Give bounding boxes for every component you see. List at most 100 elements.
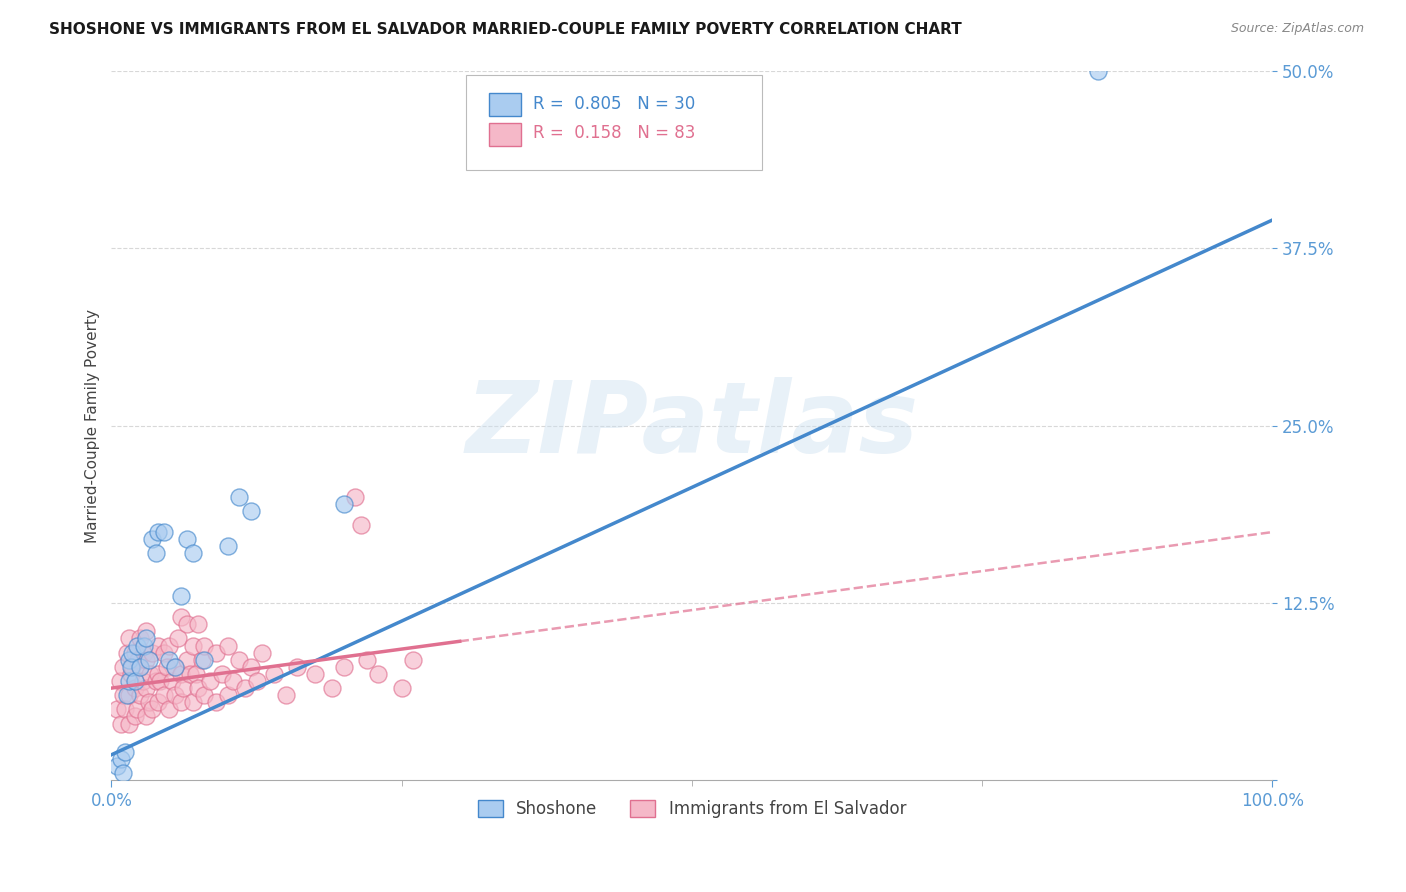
Point [118, 688, 141, 702]
Point [332, 660, 354, 674]
Point [125, 639, 148, 653]
Point [159, 653, 181, 667]
Point [120, 667, 142, 681]
Point [205, 695, 228, 709]
Point [285, 660, 308, 674]
Point [118, 632, 141, 646]
Point [105, 759, 128, 773]
Point [129, 660, 152, 674]
Point [135, 632, 157, 646]
Text: R =  0.158   N = 83: R = 0.158 N = 83 [533, 125, 695, 143]
Point [152, 688, 174, 702]
Point [181, 639, 204, 653]
Point [114, 702, 136, 716]
Point [118, 716, 141, 731]
Point [245, 673, 267, 688]
Point [129, 632, 152, 646]
Point [129, 660, 152, 674]
Point [115, 646, 138, 660]
Point [165, 660, 187, 674]
Point [132, 646, 155, 660]
Text: R =  0.805   N = 30: R = 0.805 N = 30 [533, 95, 695, 113]
Point [141, 532, 163, 546]
Point [198, 673, 221, 688]
FancyBboxPatch shape [489, 93, 522, 116]
Point [205, 646, 228, 660]
Point [193, 688, 215, 702]
Point [228, 490, 250, 504]
Point [187, 617, 209, 632]
Point [193, 653, 215, 667]
Point [367, 667, 389, 681]
Point [127, 653, 149, 667]
Point [111, 766, 134, 780]
Point [181, 695, 204, 709]
Point [263, 667, 285, 681]
Point [141, 646, 163, 660]
Point [1087, 64, 1109, 78]
Point [145, 673, 167, 688]
Point [176, 617, 198, 632]
Point [138, 653, 160, 667]
Point [321, 681, 343, 695]
Point [172, 681, 194, 695]
Point [170, 589, 193, 603]
Point [304, 667, 326, 681]
Point [105, 702, 128, 716]
Point [124, 673, 146, 688]
Point [138, 667, 160, 681]
Point [402, 653, 425, 667]
Point [179, 667, 201, 681]
Point [391, 681, 413, 695]
Point [118, 653, 141, 667]
Point [132, 639, 155, 653]
Point [160, 673, 183, 688]
Point [233, 681, 256, 695]
Point [165, 688, 187, 702]
Point [217, 539, 239, 553]
Point [159, 702, 181, 716]
Point [239, 504, 262, 518]
Text: Source: ZipAtlas.com: Source: ZipAtlas.com [1230, 22, 1364, 36]
Point [152, 524, 174, 539]
Point [124, 681, 146, 695]
Point [170, 667, 193, 681]
Point [146, 639, 169, 653]
Point [181, 546, 204, 560]
Point [114, 745, 136, 759]
Point [152, 646, 174, 660]
Point [111, 688, 134, 702]
Point [145, 546, 167, 560]
Point [166, 632, 188, 646]
Point [170, 695, 193, 709]
Point [159, 639, 181, 653]
Text: ZIPatlas: ZIPatlas [465, 377, 918, 475]
Text: SHOSHONE VS IMMIGRANTS FROM EL SALVADOR MARRIED-COUPLE FAMILY POVERTY CORRELATIO: SHOSHONE VS IMMIGRANTS FROM EL SALVADOR … [49, 22, 962, 37]
FancyBboxPatch shape [489, 123, 522, 145]
Point [115, 688, 138, 702]
Point [132, 673, 155, 688]
Point [121, 660, 143, 674]
Point [332, 497, 354, 511]
Point [141, 702, 163, 716]
Point [187, 681, 209, 695]
Legend: Shoshone, Immigrants from El Salvador: Shoshone, Immigrants from El Salvador [471, 794, 912, 825]
Point [239, 660, 262, 674]
Point [222, 673, 245, 688]
Point [211, 667, 233, 681]
Point [191, 653, 214, 667]
Point [135, 709, 157, 723]
Point [149, 673, 172, 688]
Point [344, 490, 367, 504]
Point [138, 695, 160, 709]
Point [274, 688, 297, 702]
Point [170, 610, 193, 624]
Point [110, 716, 132, 731]
Point [135, 653, 157, 667]
Point [118, 673, 141, 688]
Point [217, 688, 239, 702]
Point [125, 702, 148, 716]
Point [217, 639, 239, 653]
Point [146, 667, 169, 681]
Point [129, 688, 152, 702]
